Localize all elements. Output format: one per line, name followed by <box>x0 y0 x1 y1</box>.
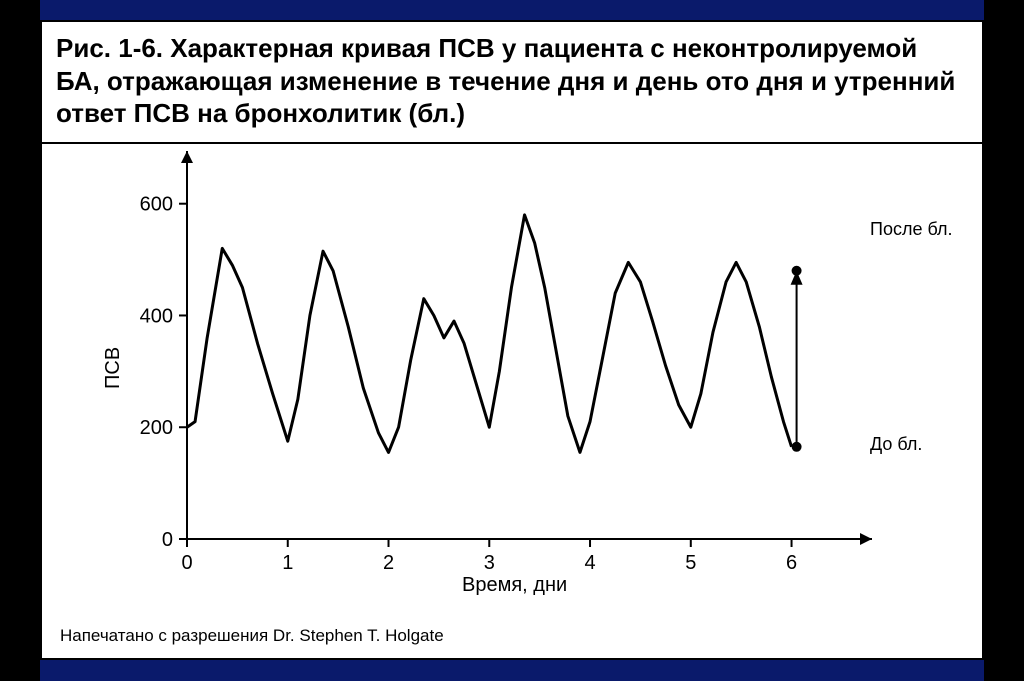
svg-text:0: 0 <box>162 529 173 551</box>
svg-text:6: 6 <box>786 552 797 574</box>
figure-credit: Напечатано с разрешения Dr. Stephen T. H… <box>60 626 444 646</box>
svg-text:4: 4 <box>584 552 595 574</box>
svg-text:3: 3 <box>484 552 495 574</box>
svg-text:0: 0 <box>181 552 192 574</box>
figure-panel: Рис. 1-6. Характерная кривая ПСВ у пацие… <box>40 20 984 660</box>
chart-area: 0 200 400 600 0 1 2 3 4 5 6 ПСВ Время, дни После б… <box>42 144 982 624</box>
svg-text:600: 600 <box>140 193 173 215</box>
svg-text:2: 2 <box>383 552 394 574</box>
annotation-after: После бл. <box>870 219 952 240</box>
svg-text:5: 5 <box>685 552 696 574</box>
figure-title: Рис. 1-6. Характерная кривая ПСВ у пацие… <box>42 22 982 144</box>
svg-text:1: 1 <box>282 552 293 574</box>
x-axis-label: Время, дни <box>462 574 567 597</box>
line-chart: 0 200 400 600 0 1 2 3 4 5 6 <box>42 144 982 614</box>
y-axis-label: ПСВ <box>102 346 125 388</box>
annotation-before: До бл. <box>870 434 922 455</box>
svg-text:200: 200 <box>140 417 173 439</box>
svg-text:400: 400 <box>140 305 173 327</box>
